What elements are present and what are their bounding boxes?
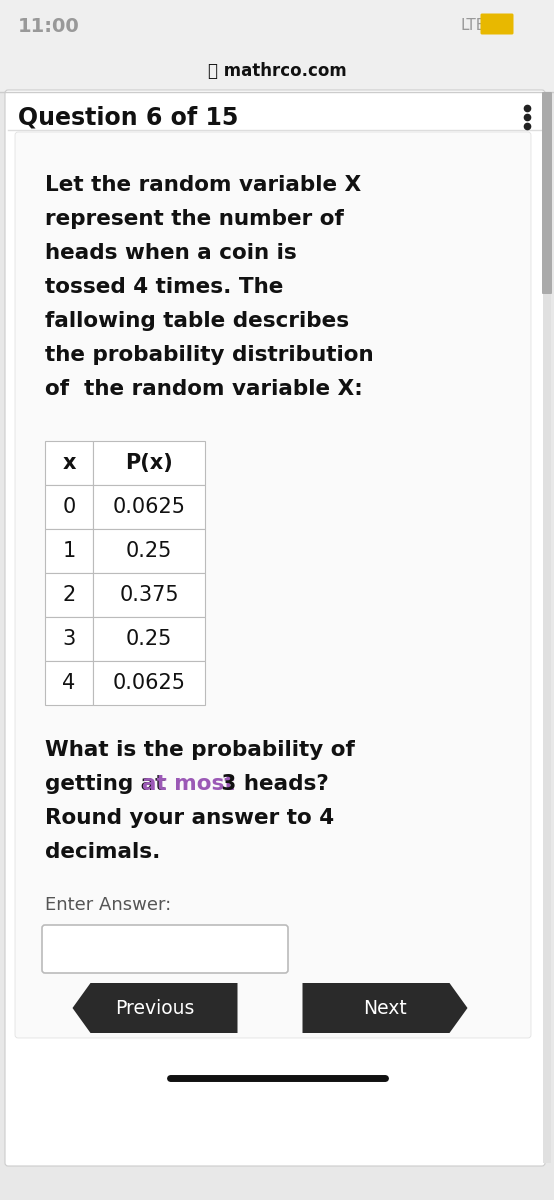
Bar [45,617,93,661]
FancyBboxPatch shape [15,132,531,1038]
Text: tossed 4 times. The: tossed 4 times. The [45,277,284,296]
Text: 2: 2 [63,584,76,605]
Bar [45,529,93,572]
FancyBboxPatch shape [0,0,554,50]
Bar [45,572,93,617]
Polygon shape [73,983,238,1033]
Text: 11:00: 11:00 [18,17,80,36]
FancyBboxPatch shape [0,50,554,92]
Text: represent the number of: represent the number of [45,209,344,229]
Bar [93,661,205,704]
FancyBboxPatch shape [480,13,514,35]
Text: 🔒 mathrco.com: 🔒 mathrco.com [208,62,346,80]
Bar [93,440,205,485]
Bar [93,529,205,572]
Text: at most: at most [142,774,235,794]
Text: P(x): P(x) [125,452,173,473]
Text: 0.375: 0.375 [119,584,179,605]
FancyBboxPatch shape [42,925,288,973]
FancyBboxPatch shape [5,90,545,1166]
Text: Let the random variable X: Let the random variable X [45,175,361,194]
Text: Question 6 of 15: Question 6 of 15 [18,106,238,130]
Text: 0: 0 [63,497,76,517]
Polygon shape [302,983,468,1033]
Text: Enter Answer:: Enter Answer: [45,896,171,914]
Text: 0.0625: 0.0625 [112,497,186,517]
Text: Previous: Previous [115,998,194,1018]
Text: fallowing table describes: fallowing table describes [45,311,349,331]
Text: 3: 3 [63,629,76,649]
Bar [93,617,205,661]
Text: 0.25: 0.25 [126,541,172,560]
Text: getting at: getting at [45,774,173,794]
FancyBboxPatch shape [542,92,552,294]
Text: LTE: LTE [460,18,485,34]
Bar [93,572,205,617]
Bar [45,440,93,485]
Text: 0.0625: 0.0625 [112,673,186,692]
Bar [45,485,93,529]
Text: x: x [62,452,76,473]
Bar [45,661,93,704]
Text: 3 heads?: 3 heads? [214,774,329,794]
Text: the probability distribution: the probability distribution [45,346,373,365]
FancyBboxPatch shape [543,92,551,1163]
Text: Round your answer to 4: Round your answer to 4 [45,808,334,828]
Text: of  the random variable X:: of the random variable X: [45,379,363,398]
Text: 0.25: 0.25 [126,629,172,649]
Text: What is the probability of: What is the probability of [45,740,355,760]
Text: 4: 4 [63,673,76,692]
Text: heads when a coin is: heads when a coin is [45,242,297,263]
Text: Next: Next [363,998,407,1018]
Text: decimals.: decimals. [45,842,160,862]
Bar [93,485,205,529]
Text: 1: 1 [63,541,76,560]
